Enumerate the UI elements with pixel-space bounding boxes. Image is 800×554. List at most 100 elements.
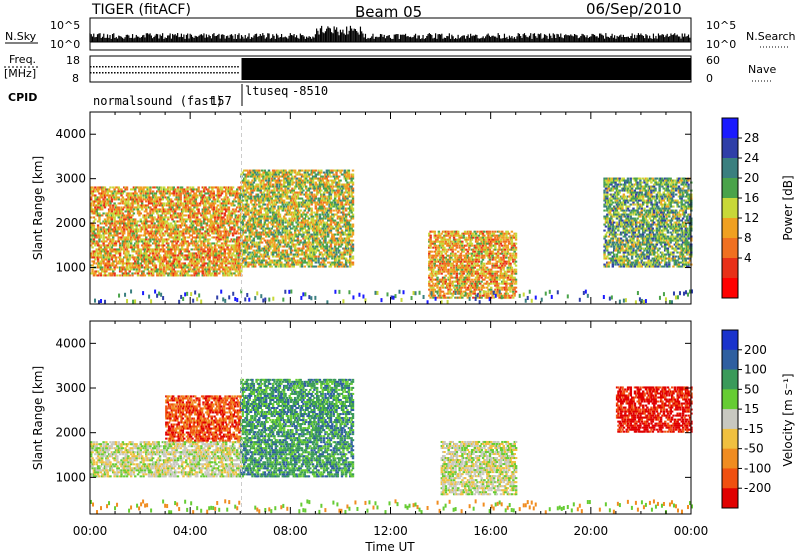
heatmap-cell <box>125 264 129 267</box>
cpid-mode-1-id: 157 <box>210 94 232 108</box>
heatmap-cell <box>154 244 158 247</box>
heatmap-cell <box>158 214 162 217</box>
heatmap-cell <box>90 206 93 209</box>
heatmap-cell <box>92 274 96 277</box>
heatmap-cell <box>262 253 265 256</box>
heatmap-cell <box>271 185 275 188</box>
heatmap-cell <box>183 206 187 209</box>
heatmap-cell <box>277 249 280 252</box>
heatmap-cell <box>274 265 278 268</box>
heatmap-cell <box>178 266 181 269</box>
heatmap-cell <box>207 208 210 211</box>
heatmap-cell <box>132 262 136 265</box>
heatmap-cell <box>169 240 173 243</box>
heatmap-cell <box>114 204 118 207</box>
heatmap-cell <box>156 246 159 249</box>
heatmap-cell <box>241 243 245 246</box>
heatmap-cell <box>179 274 182 277</box>
heatmap-cell <box>226 200 229 203</box>
heatmap-cell <box>153 262 156 265</box>
heatmap-cell <box>285 181 289 184</box>
heatmap-cell <box>147 200 151 203</box>
heatmap-cell <box>231 232 235 235</box>
heatmap-cell <box>124 186 127 189</box>
heatmap-cell <box>207 254 210 257</box>
heatmap-cell <box>171 232 174 235</box>
heatmap-cell <box>158 256 162 259</box>
heatmap-cell <box>240 263 243 266</box>
heatmap-cell <box>208 272 211 275</box>
heatmap-cell <box>183 264 187 267</box>
heatmap-cell <box>200 254 203 257</box>
heatmap-cell <box>266 251 269 254</box>
heatmap-cell <box>127 224 130 227</box>
heatmap-cell <box>230 254 233 257</box>
heatmap-cell <box>226 218 229 221</box>
heatmap-cell <box>167 210 170 213</box>
heatmap-cell <box>90 210 93 213</box>
heatmap-cell <box>102 254 105 257</box>
heatmap-cell <box>143 214 147 217</box>
nave-point <box>144 72 146 74</box>
heatmap-cell <box>295 183 298 186</box>
heatmap-cell <box>121 196 125 199</box>
heatmap-cell <box>113 208 116 211</box>
heatmap-cell <box>151 218 155 221</box>
heatmap-cell <box>284 221 287 224</box>
heatmap-cell <box>120 206 123 209</box>
heatmap-cell <box>191 252 195 255</box>
heatmap-cell <box>276 237 279 240</box>
heatmap-cell <box>220 218 224 221</box>
heatmap-cell <box>237 264 240 267</box>
heatmap-cell <box>138 252 141 255</box>
heatmap-cell <box>189 218 192 221</box>
heatmap-cell <box>213 220 217 223</box>
heatmap-cell <box>204 266 207 269</box>
heatmap-cell <box>172 228 176 231</box>
heatmap-cell <box>189 274 192 277</box>
heatmap-cell <box>209 190 213 193</box>
heatmap-cell <box>269 229 272 232</box>
heatmap-cell <box>92 188 96 191</box>
heatmap-cell <box>202 236 206 239</box>
heatmap-cell <box>102 202 105 205</box>
heatmap-cell <box>280 233 283 236</box>
heatmap-cell <box>226 196 229 199</box>
heatmap-cell <box>263 193 267 196</box>
heatmap-cell <box>205 222 209 225</box>
heatmap-cell <box>176 240 180 243</box>
heatmap-cell <box>121 226 125 229</box>
heatmap-cell <box>128 196 131 199</box>
heatmap-cell <box>211 222 214 225</box>
heatmap-cell <box>194 260 198 263</box>
heatmap-cell <box>233 264 236 267</box>
heatmap-cell <box>274 185 278 188</box>
heatmap-cell <box>212 214 215 217</box>
heatmap-cell <box>295 215 298 218</box>
heatmap-cell <box>249 253 253 256</box>
heatmap-cell <box>252 265 256 268</box>
heatmap-cell <box>247 195 250 198</box>
heatmap-cell <box>131 220 134 223</box>
heatmap-cell <box>180 216 184 219</box>
heatmap-cell <box>284 249 287 252</box>
heatmap-cell <box>118 262 122 265</box>
heatmap-cell <box>145 228 148 231</box>
heatmap-cell <box>179 234 182 237</box>
heatmap-cell <box>187 264 191 267</box>
heatmap-cell <box>271 253 275 256</box>
heatmap-cell <box>274 263 278 266</box>
heatmap-cell <box>292 169 295 172</box>
heatmap-cell <box>168 228 171 231</box>
heatmap-cell <box>128 222 131 225</box>
heatmap-cell <box>271 215 275 218</box>
heatmap-cell <box>220 190 224 193</box>
heatmap-cell <box>227 208 231 211</box>
heatmap-cell <box>254 187 257 190</box>
heatmap-cell <box>233 210 236 213</box>
heatmap-cell <box>96 270 100 273</box>
heatmap-cell <box>156 220 159 223</box>
heatmap-cell <box>90 208 93 211</box>
heatmap-cell <box>165 240 169 243</box>
heatmap-cell <box>200 244 203 247</box>
